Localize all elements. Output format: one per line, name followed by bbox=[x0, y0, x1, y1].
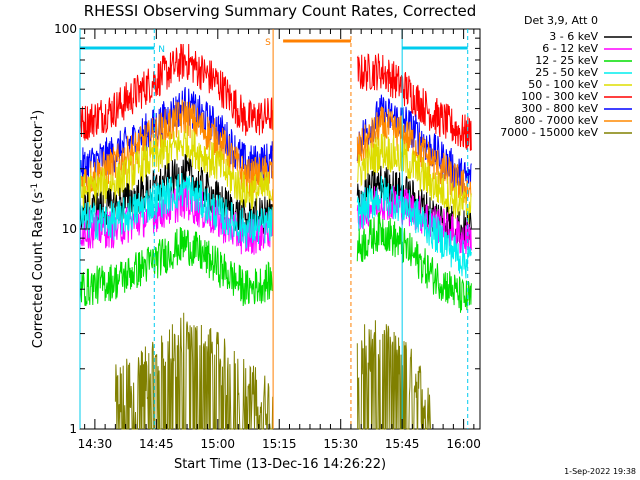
y-axis-label-sup2: -1 bbox=[30, 115, 40, 124]
legend-label: 6 - 12 keV bbox=[542, 42, 598, 55]
series-line bbox=[356, 94, 472, 197]
legend-label: 50 - 100 keV bbox=[528, 78, 598, 91]
series-line bbox=[79, 226, 273, 307]
legend-label: 3 - 6 keV bbox=[549, 30, 598, 43]
legend-label: 300 - 800 keV bbox=[521, 102, 598, 115]
x-tick-label: 14:45 bbox=[139, 437, 174, 451]
annotation-layer: NS bbox=[79, 29, 469, 429]
series-line bbox=[79, 43, 274, 141]
legend-label: 12 - 25 keV bbox=[535, 54, 598, 67]
series-line bbox=[356, 211, 472, 313]
legend-label: 7000 - 15000 keV bbox=[500, 126, 598, 139]
series-line bbox=[356, 133, 472, 225]
x-tick-label: 15:00 bbox=[200, 437, 235, 451]
x-tick-label: 15:45 bbox=[385, 437, 420, 451]
series-line bbox=[356, 320, 431, 431]
series-layer bbox=[79, 43, 472, 431]
x-tick-label: 16:00 bbox=[446, 437, 481, 451]
y-tick-label: 1 bbox=[69, 422, 77, 436]
legend-label: 25 - 50 keV bbox=[535, 66, 598, 79]
series-line bbox=[114, 312, 274, 430]
x-axis-label: Start Time (13-Dec-16 14:26:22) bbox=[174, 457, 386, 472]
legend-label: 800 - 7000 keV bbox=[514, 114, 598, 127]
x-tick-label: 15:15 bbox=[262, 437, 297, 451]
series-line bbox=[79, 99, 274, 200]
mode-label: N bbox=[158, 45, 165, 55]
y-tick-label: 10 bbox=[62, 222, 77, 236]
y-tick-label: 100 bbox=[54, 22, 77, 36]
y-axis-label-end: ) bbox=[31, 110, 46, 115]
series-line bbox=[356, 176, 472, 279]
chart-title: RHESSI Observing Summary Count Rates, Co… bbox=[84, 2, 477, 20]
y-axis-ticks: 1 10 100 bbox=[54, 22, 480, 436]
series-line bbox=[79, 172, 274, 250]
y-axis-label-main: Corrected Count Rate (s bbox=[31, 192, 46, 349]
x-tick-label: 15:30 bbox=[323, 437, 358, 451]
legend-label: 100 - 300 keV bbox=[521, 90, 598, 103]
x-tick-label: 14:30 bbox=[78, 437, 113, 451]
series-line bbox=[356, 106, 472, 205]
series-line bbox=[356, 53, 472, 151]
y-axis-label: Corrected Count Rate (s-1 detector-1) bbox=[30, 110, 46, 348]
x-axis-ticks: 14:30 14:45 15:00 15:15 15:30 15:45 16:00 bbox=[78, 29, 481, 451]
series-line bbox=[79, 125, 274, 212]
y-axis-label-mid: detector bbox=[31, 123, 46, 183]
y-axis-label-sup1: -1 bbox=[30, 183, 40, 192]
timestamp: 1-Sep-2022 19:38 bbox=[564, 467, 636, 476]
mode-label: S bbox=[265, 38, 271, 48]
legend-title: Det 3,9, Att 0 bbox=[524, 14, 598, 27]
